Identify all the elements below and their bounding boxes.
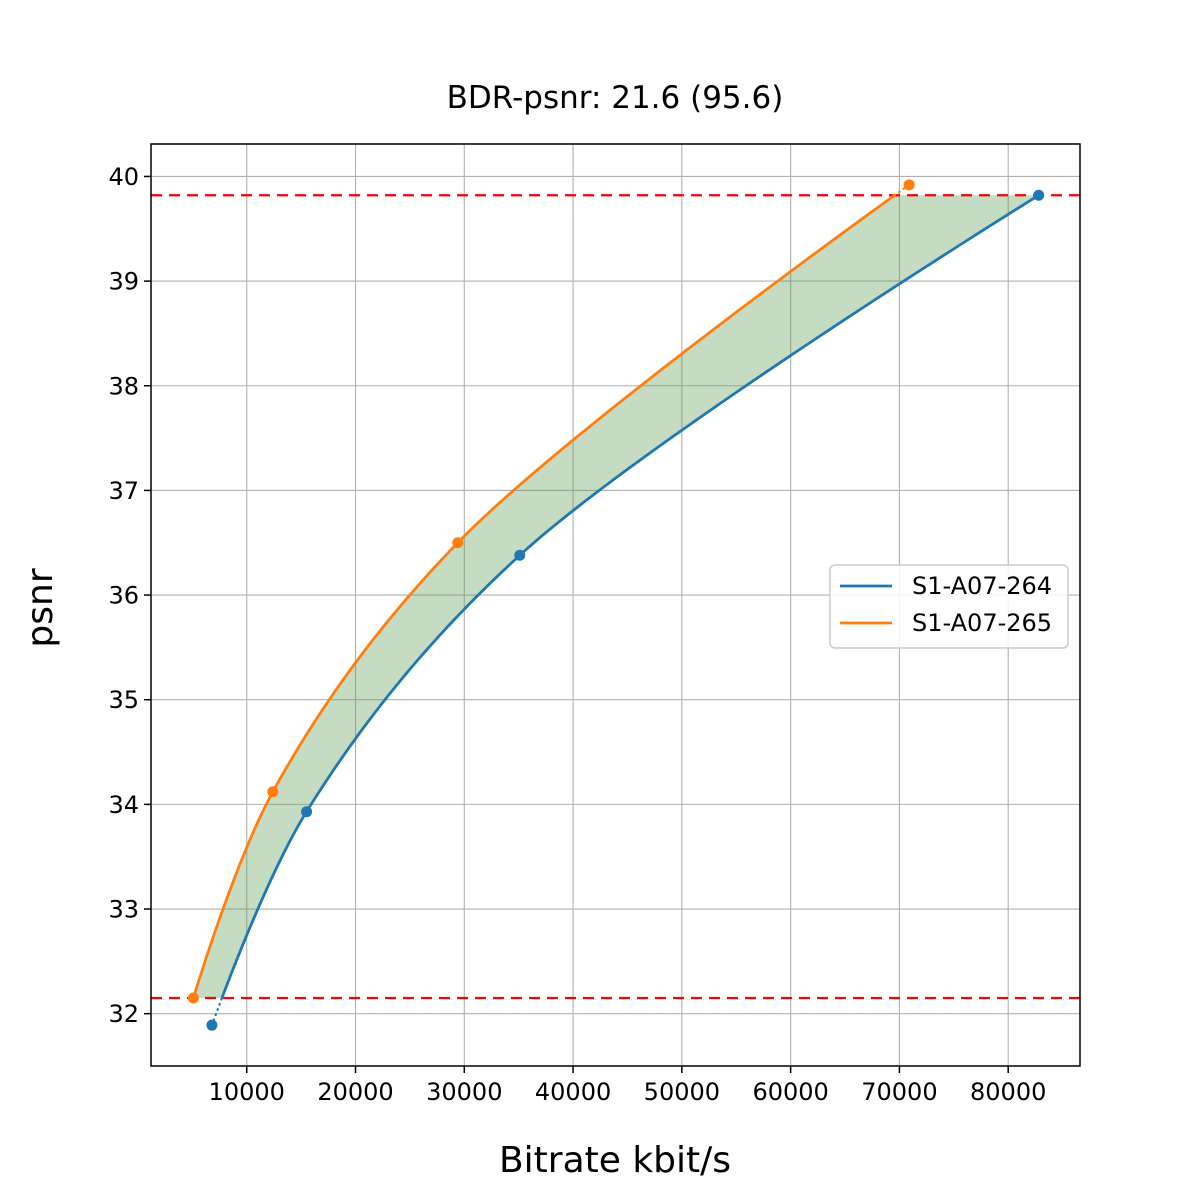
data-point-marker xyxy=(1033,189,1045,201)
data-point-marker xyxy=(206,1019,218,1031)
x-tick-label: 60000 xyxy=(752,1078,828,1106)
x-tick-label: 30000 xyxy=(426,1078,502,1106)
legend-label-264: S1-A07-264 xyxy=(912,572,1052,600)
y-tick-label: 37 xyxy=(108,477,139,505)
data-point-marker xyxy=(301,806,313,818)
x-tick-label: 70000 xyxy=(861,1078,937,1106)
reference-lines-layer xyxy=(151,194,1080,1000)
data-point-marker xyxy=(187,992,199,1004)
x-tick-label: 50000 xyxy=(644,1078,720,1106)
data-point-marker xyxy=(267,786,279,798)
y-tick-label: 32 xyxy=(108,1000,139,1028)
legend: S1-A07-264 S1-A07-265 xyxy=(829,564,1069,649)
x-tick-label: 20000 xyxy=(317,1078,393,1106)
data-point-marker xyxy=(903,179,915,191)
y-tick-label: 34 xyxy=(108,791,139,819)
y-tick-label: 40 xyxy=(108,163,139,191)
y-tick-label: 39 xyxy=(108,268,139,296)
rd-curve-S1-A07-265 xyxy=(192,194,896,1000)
x-axis-label: Bitrate kbit/s xyxy=(499,1140,731,1181)
data-point-marker xyxy=(452,537,464,549)
chart-title: BDR-psnr: 21.6 (95.6) xyxy=(447,80,784,116)
y-tick-label: 38 xyxy=(108,372,139,400)
x-tick-label: 10000 xyxy=(209,1078,285,1106)
y-tick-label: 33 xyxy=(108,896,139,924)
plot-border xyxy=(150,143,1081,1067)
x-tick-label: 80000 xyxy=(970,1078,1046,1106)
y-axis-label: psnr xyxy=(20,568,61,647)
rd-curve-S1-A07-264 xyxy=(220,194,1040,999)
y-tick-label: 35 xyxy=(108,686,139,714)
y-tick-label: 36 xyxy=(108,582,139,610)
legend-label-265: S1-A07-265 xyxy=(912,609,1052,637)
x-tick-label: 40000 xyxy=(535,1078,611,1106)
data-point-marker xyxy=(514,549,526,561)
markers-layer xyxy=(187,179,1045,1031)
ticks-layer: 10000 20000 30000 40000 50000 60000 70000 80000… xyxy=(108,163,1046,1106)
